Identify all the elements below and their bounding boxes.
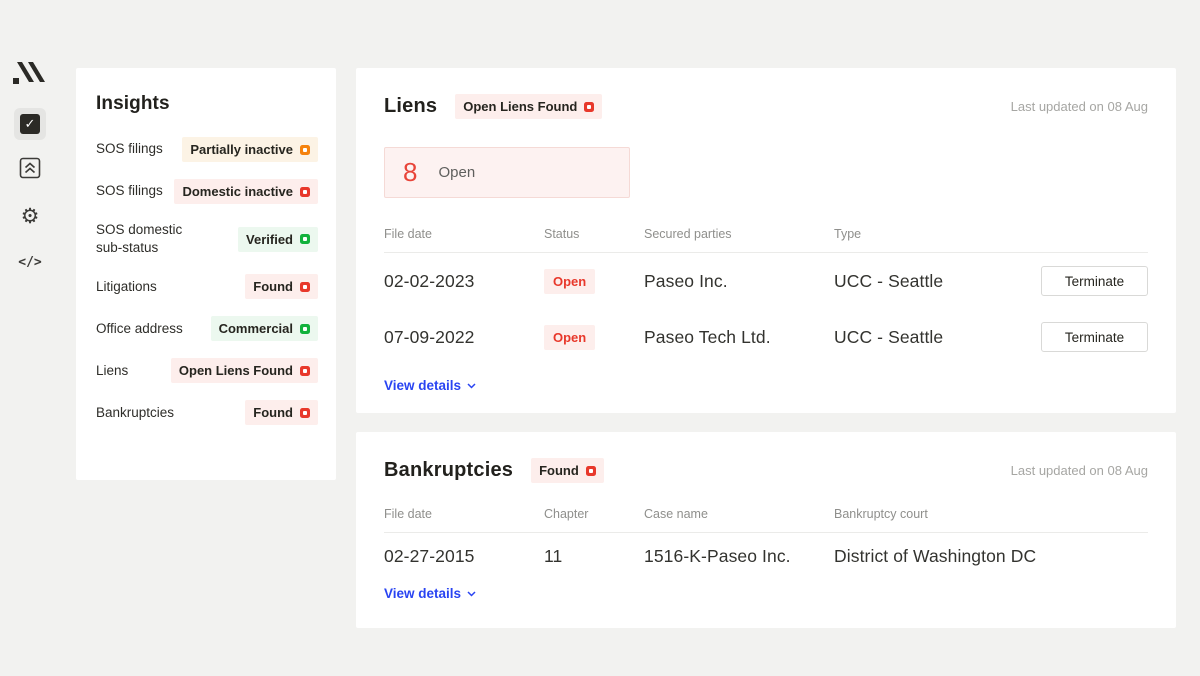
open-status-badge: Open	[544, 324, 596, 350]
chevron-down-icon	[467, 382, 476, 389]
status-badge: Partially inactive	[182, 137, 318, 162]
liens-status-badge: Open Liens Found	[455, 94, 603, 119]
lien-file-date: 02-02-2023	[384, 270, 475, 291]
insight-label: Liens	[96, 362, 129, 378]
bankruptcies-card: Bankruptcies Found Last updated on 08 Au…	[356, 432, 1176, 628]
column-header-status: Status	[544, 227, 580, 241]
square-dot-icon	[584, 101, 595, 112]
terminate-button[interactable]: Terminate	[1041, 322, 1148, 352]
status-badge: Found	[245, 400, 318, 426]
lien-secured-parties: Paseo Tech Ltd.	[644, 326, 771, 347]
insight-row-litigations[interactable]: Litigations Found	[96, 274, 318, 300]
square-dot-icon	[300, 144, 310, 155]
open-liens-count: 8	[403, 157, 418, 187]
double-chevron-up-icon	[19, 157, 41, 184]
liens-header: Liens Open Liens Found Last updated on 0…	[384, 94, 1148, 119]
column-header-file-date: File date	[384, 507, 432, 521]
bankruptcy-chapter: 11	[544, 546, 563, 566]
lien-type: UCC - Seattle	[834, 326, 944, 347]
insight-label: Litigations	[96, 278, 157, 294]
bankruptcy-table-row: 02-27-2015 11 1516-K-Paseo Inc. District…	[384, 533, 1148, 580]
square-dot-icon	[300, 234, 310, 245]
bankruptcies-table-header: File date Chapter Case name Bankruptcy c…	[384, 507, 1148, 533]
column-header-actions	[1038, 227, 1148, 241]
bankruptcies-last-updated: Last updated on 08 Aug	[1010, 463, 1148, 478]
liens-last-updated: Last updated on 08 Aug	[1010, 99, 1148, 114]
lien-table-row: 07-09-2022 Open Paseo Tech Ltd. UCC - Se…	[384, 309, 1148, 365]
status-badge: Commercial	[210, 316, 318, 342]
code-icon: </>	[18, 254, 42, 270]
sidebar: ✓ ⚙ </>	[10, 60, 50, 292]
insight-row-sos-substatus[interactable]: SOS domestic sub-status Verified	[96, 221, 318, 257]
insight-row-liens[interactable]: Liens Open Liens Found	[96, 358, 318, 384]
bankruptcies-status-badge: Found	[531, 458, 604, 483]
bankruptcies-title: Bankruptcies	[384, 459, 514, 481]
terminate-button[interactable]: Terminate	[1041, 266, 1148, 296]
insights-title: Insights	[96, 93, 170, 114]
bankruptcy-file-date: 02-27-2015	[384, 546, 475, 566]
liens-table-header: File date Status Secured parties Type	[384, 227, 1148, 253]
lien-type: UCC - Seattle	[834, 270, 944, 291]
lien-secured-parties: Paseo Inc.	[644, 270, 728, 291]
open-status-badge: Open	[544, 268, 596, 294]
square-dot-icon	[300, 281, 310, 292]
main-content: Liens Open Liens Found Last updated on 0…	[356, 68, 1176, 628]
app-logo	[13, 60, 47, 86]
bankruptcy-case-name: 1516-K-Paseo Inc.	[644, 546, 791, 566]
bankruptcy-court: District of Washington DC	[834, 546, 1037, 566]
status-badge: Verified	[238, 226, 318, 252]
lien-table-row: 02-02-2023 Open Paseo Inc. UCC - Seattle…	[384, 253, 1148, 309]
square-dot-icon	[300, 407, 310, 418]
column-header-secured-parties: Secured parties	[644, 227, 732, 241]
open-liens-count-box: 8 Open	[384, 147, 630, 198]
status-badge: Domestic inactive	[174, 179, 318, 204]
status-badge: Open Liens Found	[170, 358, 318, 384]
square-dot-icon	[300, 323, 310, 334]
column-header-case-name: Case name	[644, 507, 708, 521]
insight-label: Office address	[96, 320, 183, 336]
insight-row-office-address[interactable]: Office address Commercial	[96, 316, 318, 342]
open-liens-count-label: Open	[438, 164, 476, 181]
lien-status-cell: Open	[544, 268, 596, 294]
sidebar-item-priority[interactable]	[14, 154, 46, 186]
insight-label: Bankruptcies	[96, 404, 175, 420]
liens-title: Liens	[384, 95, 438, 117]
liens-card: Liens Open Liens Found Last updated on 0…	[356, 68, 1176, 413]
liens-view-details-link[interactable]: View details	[384, 378, 476, 393]
lien-status-cell: Open	[544, 324, 596, 350]
square-dot-icon	[585, 465, 596, 476]
column-header-bankruptcy-court: Bankruptcy court	[834, 507, 928, 521]
insight-row-bankruptcies[interactable]: Bankruptcies Found	[96, 400, 318, 426]
sidebar-item-settings[interactable]: ⚙	[14, 200, 46, 232]
insights-panel: Insights SOS filings Partially inactive …	[76, 68, 336, 480]
column-header-file-date: File date	[384, 227, 432, 241]
column-header-type: Type	[834, 227, 862, 241]
bankruptcies-view-details-link[interactable]: View details	[384, 586, 476, 601]
insight-row-sos-filings-2[interactable]: SOS filings Domestic inactive	[96, 179, 318, 204]
status-badge: Found	[245, 274, 318, 300]
insight-row-sos-filings-1[interactable]: SOS filings Partially inactive	[96, 137, 318, 162]
insight-label: SOS filings	[96, 141, 163, 157]
chevron-down-icon	[467, 590, 476, 597]
gear-icon: ⚙	[20, 204, 40, 228]
lien-file-date: 07-09-2022	[384, 326, 475, 347]
column-header-chapter: Chapter	[544, 507, 589, 521]
sidebar-item-api[interactable]: </>	[14, 246, 46, 278]
square-dot-icon	[300, 186, 310, 197]
checkbox-icon: ✓	[20, 114, 40, 134]
bankruptcies-header: Bankruptcies Found Last updated on 08 Au…	[384, 458, 1148, 483]
sidebar-item-tasks[interactable]: ✓	[14, 108, 46, 140]
square-dot-icon	[300, 365, 310, 376]
insight-label: SOS domestic sub-status	[96, 222, 183, 256]
insight-label: SOS filings	[96, 183, 163, 199]
